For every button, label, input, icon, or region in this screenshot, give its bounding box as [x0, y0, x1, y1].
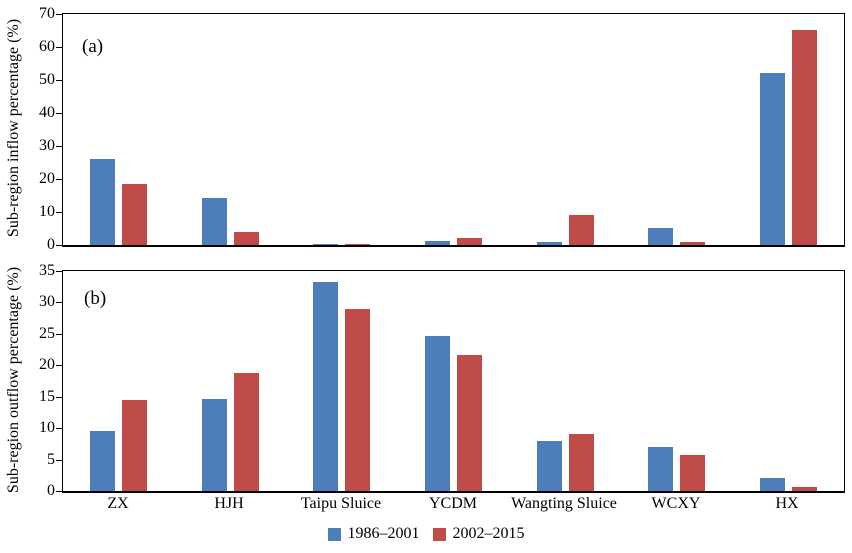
panel-a-plot-area: 0 10 20 30 40 50 60 70	[39, 5, 845, 253]
y-tick-mark	[56, 179, 62, 180]
y-tick-label: 20	[39, 356, 55, 373]
y-tick-mark	[56, 334, 62, 335]
y-tick-mark	[56, 113, 62, 114]
y-tick-label: 35	[39, 262, 55, 279]
legend-label-2002-2015: 2002–2015	[452, 525, 525, 542]
bar-2002–2015-YCDM	[457, 355, 482, 491]
x-category-label-HJH: HJH	[214, 495, 244, 512]
bar-1986–2001-Taipu Sluice	[313, 282, 338, 491]
bar-1986–2001-HX	[760, 73, 785, 245]
legend-swatch-2002-2015-icon	[432, 527, 446, 541]
y-tick-mark	[56, 491, 62, 492]
bar-2002–2015-HJH	[234, 232, 259, 245]
y-tick-label: 10	[39, 203, 55, 220]
y-tick-mark	[56, 80, 62, 81]
panel-b-label: (b)	[84, 288, 107, 309]
y-tick-label: 70	[39, 5, 55, 22]
y-tick-mark	[56, 245, 62, 246]
bar-1986–2001-HJH	[202, 399, 227, 491]
y-tick-label: 50	[39, 71, 55, 88]
y-tick-mark	[56, 47, 62, 48]
y-tick-mark	[56, 460, 62, 461]
bar-2002–2015-YCDM	[457, 238, 482, 245]
y-tick-mark	[56, 428, 62, 429]
bar-1986–2001-ZX	[90, 159, 115, 245]
bar-1986–2001-Wangting Sluice	[537, 242, 562, 245]
x-category-label-HX: HX	[775, 495, 799, 512]
bar-2002–2015-Wangting Sluice	[569, 215, 594, 245]
y-tick-mark	[56, 14, 62, 15]
y-tick-mark	[56, 212, 62, 213]
y-tick-label: 30	[39, 137, 55, 154]
bar-1986–2001-YCDM	[425, 241, 450, 245]
x-category-label-Wangting Sluice: Wangting Sluice	[511, 495, 617, 512]
bar-2002–2015-HX	[792, 30, 817, 245]
x-category-label-YCDM: YCDM	[428, 495, 477, 512]
y-tick-label: 0	[47, 236, 55, 253]
y-tick-label: 15	[39, 388, 55, 405]
legend-swatch-1986-2001-icon	[327, 527, 341, 541]
bar-2002–2015-WCXY	[680, 455, 705, 491]
y-tick-mark	[56, 397, 62, 398]
y-tick-label: 10	[39, 419, 55, 436]
legend-label-1986-2001: 1986–2001	[347, 525, 420, 542]
bar-1986–2001-HX	[760, 478, 785, 491]
bar-1986–2001-Wangting Sluice	[537, 441, 562, 491]
y-tick-label: 30	[39, 293, 55, 310]
x-category-label-ZX: ZX	[107, 495, 129, 512]
bar-2002–2015-Taipu Sluice	[345, 309, 370, 491]
bar-1986–2001-Taipu Sluice	[313, 244, 338, 245]
panel-b-plot-area: 0 5 10 15 20 25 30 35	[39, 262, 845, 499]
y-tick-label: 5	[47, 451, 55, 468]
legend: 1986–2001 2002–2015	[0, 523, 852, 545]
bar-2002–2015-Wangting Sluice	[569, 434, 594, 491]
bar-2002–2015-ZX	[122, 184, 147, 245]
legend-item-1986-2001: 1986–2001	[327, 525, 420, 543]
y-tick-label: 40	[39, 104, 55, 121]
y-tick-label: 20	[39, 170, 55, 187]
bar-2002–2015-Taipu Sluice	[345, 244, 370, 245]
bar-1986–2001-WCXY	[648, 228, 673, 245]
bar-1986–2001-HJH	[202, 198, 227, 245]
bar-1986–2001-YCDM	[425, 336, 450, 491]
bar-1986–2001-WCXY	[648, 447, 673, 491]
y-tick-label: 60	[39, 38, 55, 55]
panel-a-label: (a)	[82, 36, 104, 57]
bar-2002–2015-WCXY	[680, 242, 705, 245]
x-category-label-Taipu Sluice: Taipu Sluice	[300, 495, 382, 512]
y-tick-mark	[56, 302, 62, 303]
y-tick-label: 25	[39, 325, 55, 342]
legend-item-2002-2015: 2002–2015	[432, 525, 525, 543]
y-tick-label: 0	[47, 482, 55, 499]
y-tick-mark	[56, 146, 62, 147]
y-tick-mark	[56, 271, 62, 272]
bar-2002–2015-ZX	[122, 400, 147, 491]
bar-2002–2015-HJH	[234, 373, 259, 491]
y-tick-mark	[56, 365, 62, 366]
x-category-label-WCXY: WCXY	[651, 495, 701, 512]
bar-1986–2001-ZX	[90, 431, 115, 491]
bar-2002–2015-HX	[792, 487, 817, 491]
